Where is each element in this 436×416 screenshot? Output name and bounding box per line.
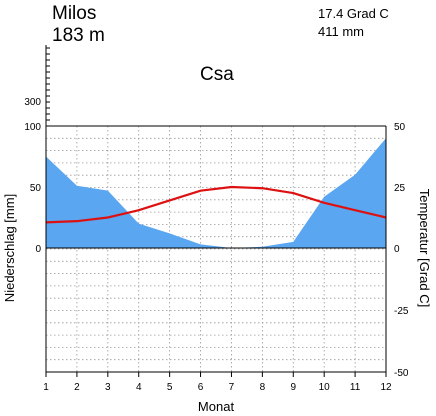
temperature-line — [45, 185, 387, 224]
temp-tick-label: -50 — [394, 368, 409, 379]
x-tick-label: 7 — [229, 382, 235, 393]
plot-axes — [45, 45, 387, 377]
precip-tick-label: 300 — [24, 97, 41, 108]
temperature-series — [45, 185, 387, 224]
annual-precipitation: 411 mm — [318, 24, 364, 39]
x-tick-label: 4 — [136, 382, 142, 393]
x-tick-label: 11 — [350, 382, 361, 393]
precipitation-area — [46, 138, 386, 248]
x-tick-label: 1 — [43, 382, 49, 393]
temp-tick-label: -25 — [394, 306, 409, 317]
x-tick-label: 10 — [319, 382, 331, 393]
x-tick-label: 9 — [290, 382, 296, 393]
precip-tick-label: 0 — [35, 244, 41, 255]
temp-tick-label: 50 — [394, 122, 406, 133]
station-elevation: 183 m — [52, 25, 105, 46]
precip-tick-label: 50 — [30, 183, 42, 194]
x-tick-label: 12 — [380, 382, 392, 393]
mean-temperature: 17.4 Grad C — [318, 6, 389, 21]
left-axis-label: Niederschlag [mm] — [2, 194, 17, 302]
right-axis-label: Temperatur [Grad C] — [417, 189, 432, 308]
x-tick-label: 2 — [74, 382, 80, 393]
precipitation-series — [46, 138, 386, 248]
climate-classification: Csa — [200, 64, 234, 85]
temp-tick-label: 0 — [394, 244, 400, 255]
x-tick-label: 3 — [105, 382, 111, 393]
station-name: Milos — [52, 3, 96, 24]
precip-tick-label: 100 — [24, 122, 41, 133]
x-tick-label: 8 — [260, 382, 266, 393]
temp-tick-label: 25 — [394, 183, 406, 194]
plot-grid — [46, 126, 386, 372]
x-tick-label: 6 — [198, 382, 204, 393]
x-tick-label: 5 — [167, 382, 173, 393]
x-axis-label: Monat — [198, 399, 235, 414]
